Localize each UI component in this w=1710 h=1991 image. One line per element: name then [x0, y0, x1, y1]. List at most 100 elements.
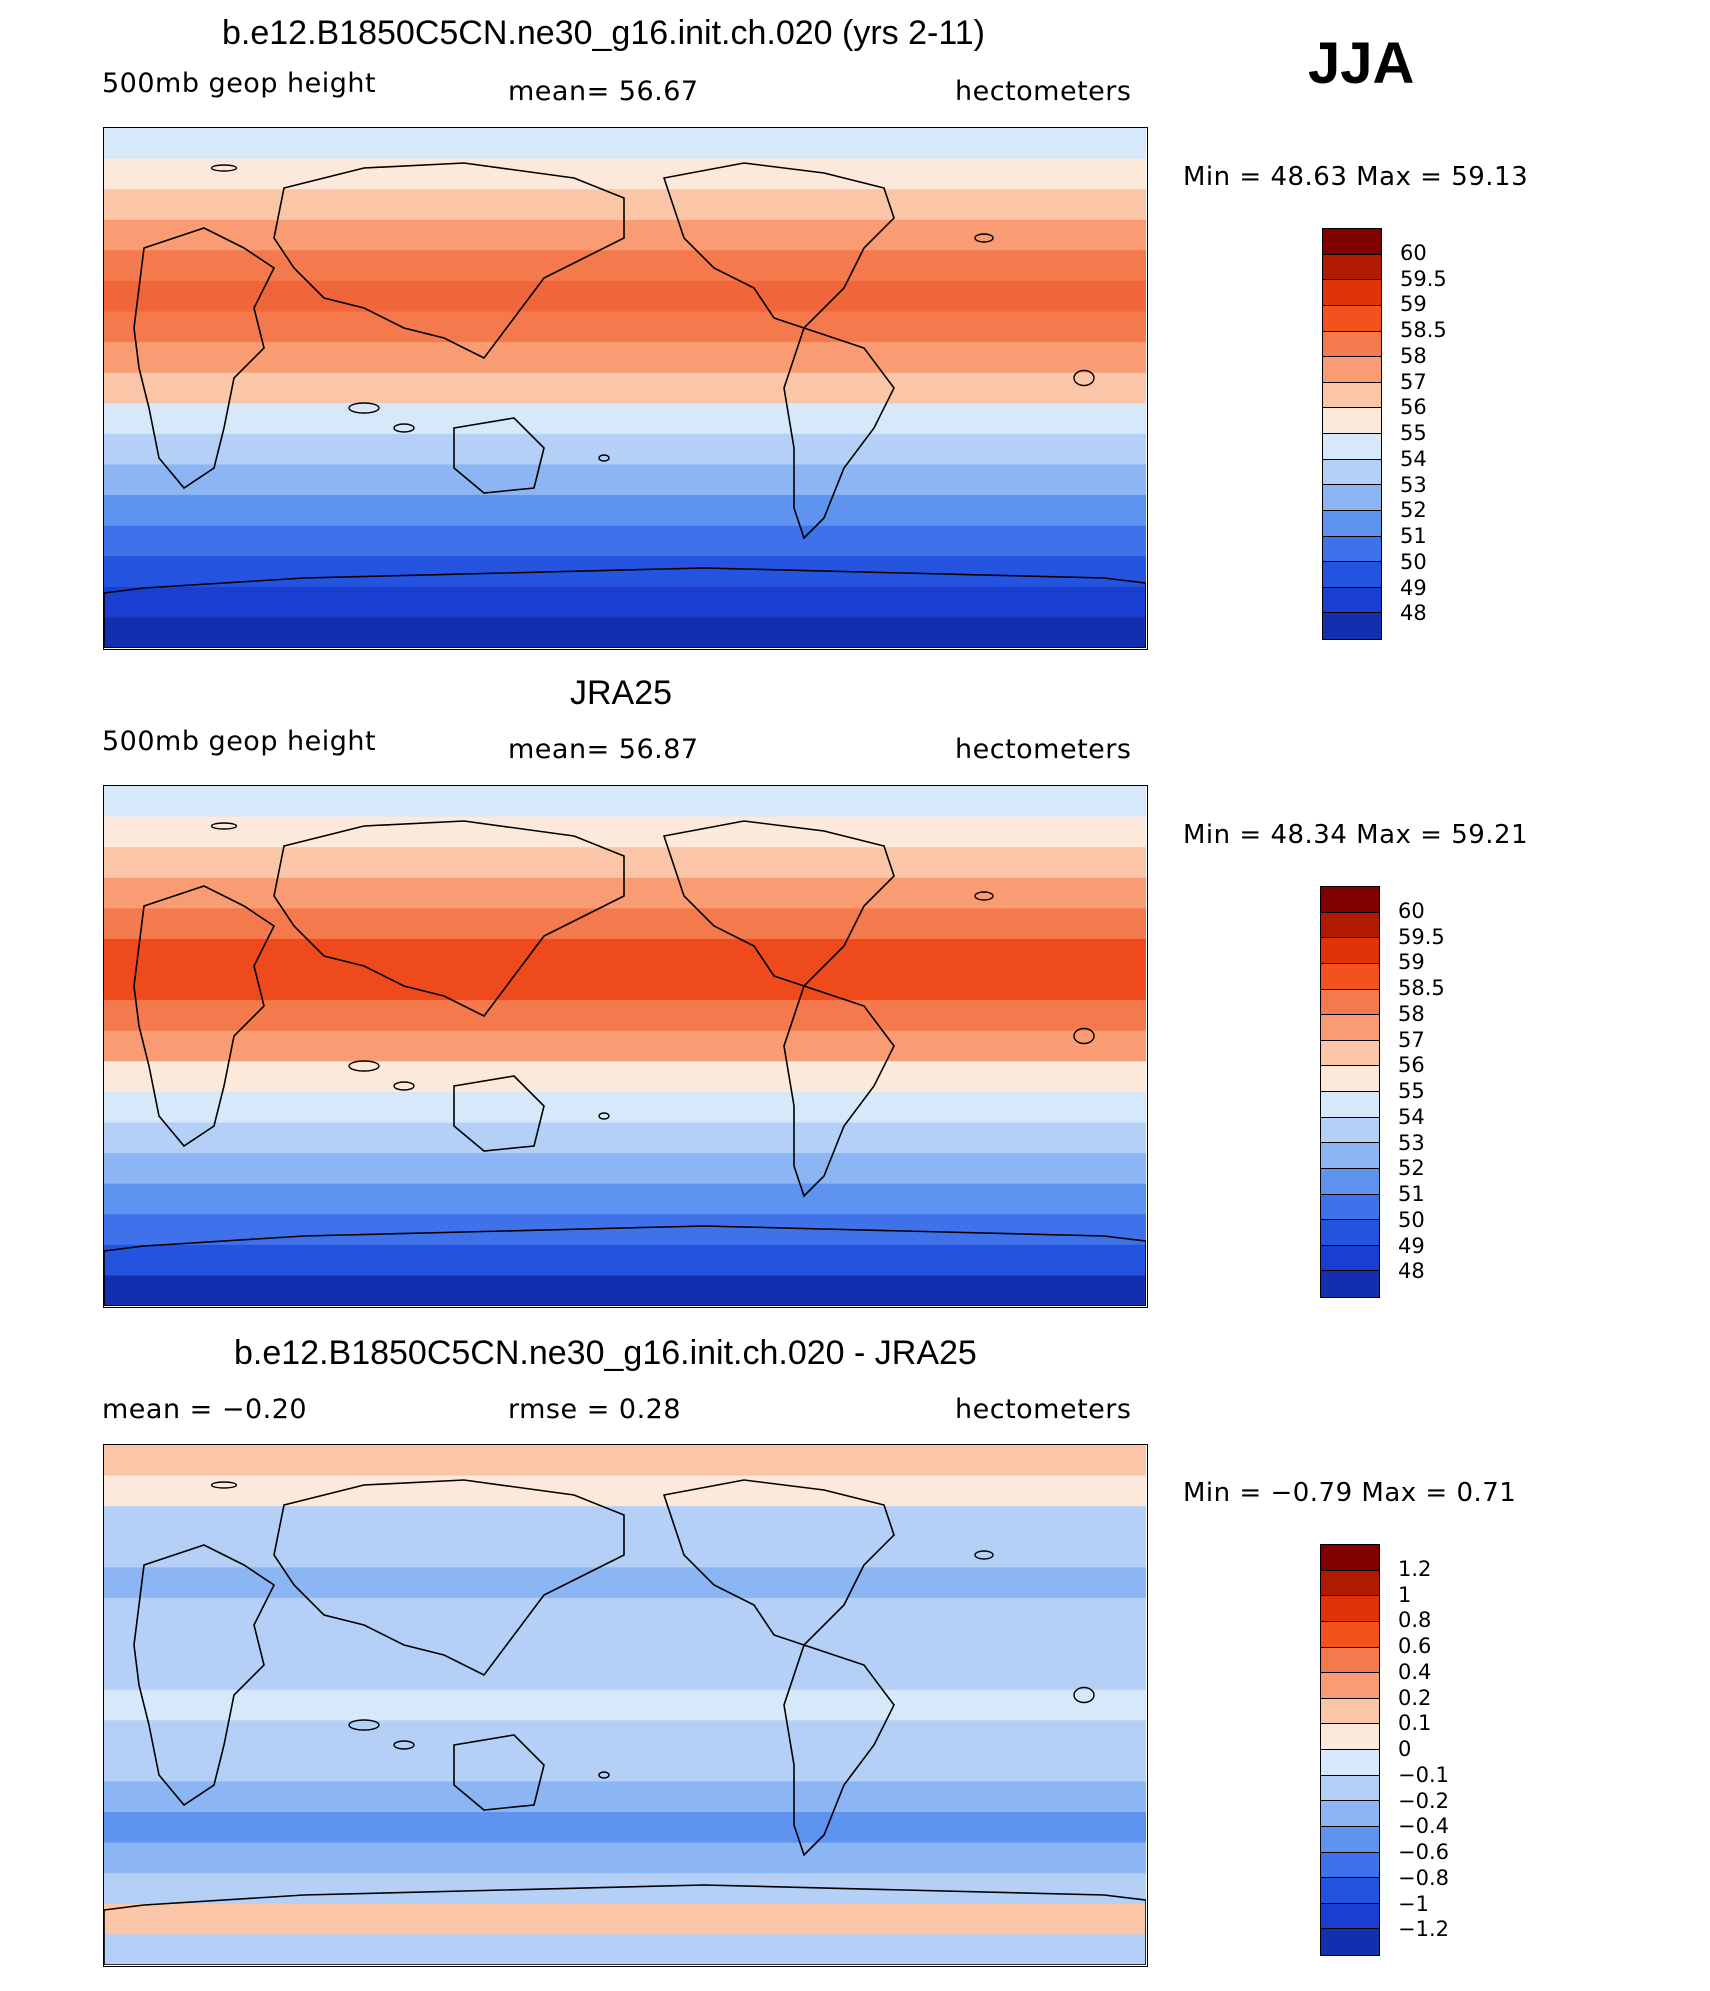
- colorbar-label: 0.8: [1398, 1608, 1432, 1633]
- colorbar-label: 52: [1400, 498, 1427, 523]
- latitude-band: [104, 342, 1146, 374]
- colorbar-box: [1321, 1117, 1379, 1144]
- latitude-band: [104, 403, 1146, 435]
- latitude-band: [104, 280, 1146, 313]
- panel-3-title: b.e12.B1850C5CN.ne30_g16.init.ch.020 - J…: [234, 1334, 977, 1372]
- colorbar-box: [1321, 1621, 1379, 1648]
- latitude-band: [104, 250, 1146, 282]
- island-coastline: [348, 1060, 380, 1072]
- colorbar-box: [1321, 989, 1379, 1016]
- latitude-band: [104, 617, 1146, 648]
- latitude-band: [104, 1000, 1146, 1032]
- colorbar-box: [1321, 1750, 1379, 1776]
- latitude-band: [104, 938, 1146, 971]
- colorbar-label: 60: [1400, 240, 1427, 265]
- latitude-band: [104, 311, 1146, 343]
- colorbar-box: [1321, 1570, 1379, 1597]
- colorbar-box: [1321, 1801, 1379, 1827]
- colorbar-box: [1323, 562, 1381, 588]
- panel-3-minmax: Min = −0.79 Max = 0.71: [1183, 1478, 1517, 1508]
- colorbar-label: 0.4: [1398, 1659, 1432, 1684]
- latitude-band: [104, 1628, 1146, 1660]
- colorbar-label: 58.5: [1398, 976, 1445, 1000]
- colorbar-box: [1323, 485, 1381, 511]
- colorbar-label: 54: [1400, 446, 1427, 471]
- colorbar-box: [1323, 357, 1381, 383]
- latitude-band: [104, 1153, 1146, 1185]
- panel-3-units-label: hectometers: [955, 1394, 1132, 1425]
- coastline: [104, 1884, 1146, 1965]
- colorbar-label: 57: [1400, 369, 1427, 394]
- coastline: [662, 1479, 895, 1646]
- colorbar-label: 59.5: [1400, 266, 1447, 291]
- panel-2-variable-label: 500mb geop height: [102, 726, 377, 757]
- colorbar-label: 51: [1400, 524, 1427, 548]
- colorbar-box: [1323, 382, 1381, 409]
- colorbar-box: [1321, 1724, 1379, 1750]
- latitude-band: [104, 372, 1146, 405]
- colorbar-box: [1321, 1040, 1379, 1067]
- latitude-band: [104, 908, 1146, 940]
- island-coastline: [974, 1550, 994, 1560]
- colorbar-label: 56: [1400, 395, 1427, 420]
- coastline: [453, 1734, 545, 1811]
- colorbar-box: [1323, 408, 1381, 434]
- coastline: [783, 326, 895, 540]
- colorbar-box: [1321, 912, 1379, 939]
- panel-2-colorbar: [1320, 886, 1380, 1298]
- panel-3-rmse-label: rmse = 0.28: [508, 1394, 682, 1425]
- colorbar-box: [1323, 280, 1381, 306]
- coastline: [453, 417, 545, 494]
- colorbar-box: [1321, 1015, 1379, 1041]
- latitude-band: [104, 1781, 1146, 1813]
- colorbar-box: [1321, 1698, 1379, 1725]
- panel-1-map: [103, 127, 1148, 650]
- latitude-band: [104, 586, 1146, 619]
- latitude-band: [104, 1030, 1146, 1063]
- panel-2-minmax: Min = 48.34 Max = 59.21: [1183, 820, 1529, 850]
- coastline: [133, 885, 276, 1148]
- latitude-band: [104, 1122, 1146, 1154]
- coastline: [783, 1643, 895, 1857]
- island-coastline: [210, 164, 238, 172]
- coastline: [133, 1544, 276, 1807]
- island-coastline: [974, 233, 994, 243]
- latitude-band: [104, 158, 1146, 190]
- colorbar-label: 58.5: [1400, 318, 1447, 342]
- coastline: [662, 820, 895, 987]
- latitude-band: [104, 525, 1146, 558]
- colorbar-label: −1.2: [1398, 1917, 1449, 1942]
- panel-3-map: [103, 1444, 1148, 1967]
- season-label: JJA: [1308, 31, 1415, 96]
- island-coastline: [598, 1112, 610, 1120]
- colorbar-label: 54: [1398, 1104, 1425, 1129]
- panel-2-contour-fill: [104, 786, 1146, 1306]
- colorbar-box: [1321, 1903, 1379, 1930]
- latitude-band: [104, 786, 1146, 818]
- colorbar-label: 1.2: [1398, 1556, 1432, 1581]
- colorbar-box: [1321, 1929, 1379, 1955]
- latitude-band: [104, 1567, 1146, 1599]
- colorbar-box: [1321, 938, 1379, 964]
- panel-1-mean-label: mean= 56.67: [508, 76, 699, 107]
- colorbar-box: [1321, 1092, 1379, 1118]
- colorbar-label: −0.4: [1398, 1814, 1449, 1839]
- latitude-band: [104, 1750, 1146, 1783]
- colorbar-label: 0: [1398, 1737, 1412, 1761]
- panel-2-map: [103, 785, 1148, 1308]
- colorbar-label: 0.6: [1398, 1634, 1432, 1658]
- latitude-band: [104, 556, 1146, 588]
- colorbar-label: 59: [1398, 950, 1425, 975]
- colorbar-label: −0.1: [1398, 1762, 1449, 1787]
- island-coastline: [210, 822, 238, 830]
- colorbar-label: 50: [1400, 549, 1427, 574]
- coastline: [273, 162, 625, 360]
- colorbar-label: −0.2: [1398, 1788, 1449, 1813]
- colorbar-label: 59: [1400, 292, 1427, 317]
- island-coastline: [1073, 1027, 1095, 1045]
- colorbar-box: [1321, 1545, 1379, 1571]
- colorbar-label: 51: [1398, 1182, 1425, 1206]
- latitude-band: [104, 1244, 1146, 1277]
- island-coastline: [598, 1771, 610, 1779]
- latitude-band: [104, 969, 1146, 1001]
